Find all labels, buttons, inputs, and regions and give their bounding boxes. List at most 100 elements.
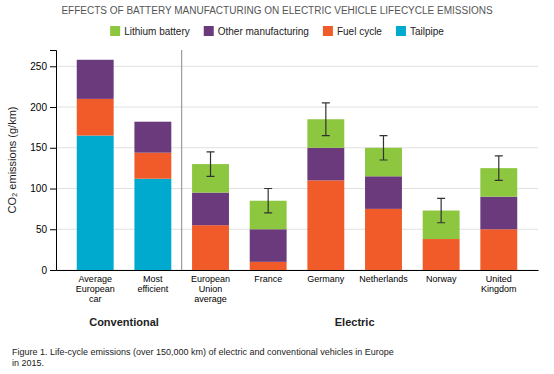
bar xyxy=(77,59,114,60)
error-bar xyxy=(379,136,387,160)
bar xyxy=(77,99,114,136)
x-tick: Netherlands xyxy=(359,270,408,284)
caption-line: Figure 1. Life-cycle emissions (over 150… xyxy=(12,347,394,357)
title: EFFECTS OF BATTERY MANUFACTURING ON ELEC… xyxy=(61,5,493,16)
y-tick-mark xyxy=(50,107,56,108)
y-tick-mark xyxy=(50,189,56,190)
y-tick-label: 100 xyxy=(30,183,47,194)
x-tick: AverageEuropeancar xyxy=(76,270,115,304)
bar xyxy=(365,176,402,209)
grid-line xyxy=(56,188,538,189)
bar xyxy=(192,225,229,270)
group-divider xyxy=(181,50,182,270)
bar xyxy=(134,179,171,270)
x-tick-label-line: Germany xyxy=(307,274,345,284)
x-tick: France xyxy=(254,270,282,284)
legend-item: Lithium battery xyxy=(110,26,190,37)
series xyxy=(77,99,517,270)
x-tick: Norway xyxy=(426,270,457,284)
grid-line xyxy=(56,66,538,67)
bar xyxy=(77,60,114,99)
grid-line xyxy=(56,270,538,271)
y-tick-label: 200 xyxy=(30,102,47,113)
bar xyxy=(250,262,287,270)
error-bars xyxy=(207,103,503,223)
caption-line: in 2015. xyxy=(12,358,44,368)
x-tick-label-line: Norway xyxy=(426,274,457,284)
x-tick-label: Mostefficient xyxy=(137,274,168,294)
bar xyxy=(192,193,229,226)
bar xyxy=(134,122,171,153)
bar xyxy=(77,136,114,270)
y-tick-label: 0 xyxy=(41,265,47,276)
y-tick: 0 xyxy=(41,265,56,276)
x-tick-label: Germany xyxy=(307,274,345,284)
x-tick: EuropeanUnionaverage xyxy=(191,270,230,304)
y-tick: 150 xyxy=(30,142,56,153)
y-tick: 250 xyxy=(30,61,56,72)
x-axis-line xyxy=(57,270,539,271)
y-axis-line xyxy=(50,51,57,271)
x-tick-label: AverageEuropeancar xyxy=(76,274,115,304)
legend-swatch xyxy=(110,26,120,36)
y-tick-mark xyxy=(50,229,56,230)
series xyxy=(77,136,172,270)
y-tick-mark xyxy=(50,66,56,67)
y-tick-mark xyxy=(50,270,56,271)
y-tick-mark xyxy=(50,148,56,149)
y-tick: 100 xyxy=(30,183,56,194)
x-tick-label: France xyxy=(254,274,282,284)
y-tick-label: 150 xyxy=(30,142,47,153)
x-tick-label-line: Average xyxy=(79,274,112,284)
legend-item: Other manufacturing xyxy=(204,26,309,37)
bar xyxy=(307,148,344,181)
x-axis: AverageEuropeancarMostefficientEuropeanU… xyxy=(57,270,539,304)
x-tick-label-line: Kingdom xyxy=(481,284,517,294)
legend-label: Lithium battery xyxy=(124,26,190,37)
legend-label: Other manufacturing xyxy=(218,26,309,37)
x-tick-label: EuropeanUnionaverage xyxy=(191,274,230,304)
bar xyxy=(134,121,171,122)
error-bar xyxy=(322,103,330,136)
legend: Lithium battery Other manufacturing Fuel c… xyxy=(110,26,444,37)
error-bar xyxy=(264,189,272,213)
group-label: Conventional xyxy=(89,316,159,328)
grid-line xyxy=(56,147,538,148)
legend-swatch xyxy=(323,26,333,36)
x-tick-label-line: average xyxy=(194,294,227,304)
x-tick-label-line: Netherlands xyxy=(359,274,408,284)
bar xyxy=(365,209,402,270)
x-tick-label: UnitedKingdom xyxy=(481,274,517,294)
error-bar xyxy=(207,152,215,176)
series xyxy=(77,60,517,262)
legend-label: Tailpipe xyxy=(410,26,444,37)
x-tick-label-line: France xyxy=(254,274,282,284)
x-tick-label-line: Union xyxy=(199,284,223,294)
y-tick-label: 50 xyxy=(36,224,48,235)
y-axis: 0 50 100 150 200 250 xyxy=(30,51,56,276)
legend-swatch xyxy=(396,26,406,36)
bar xyxy=(134,153,171,179)
x-tick-label-line: European xyxy=(76,284,115,294)
x-tick-label-line: car xyxy=(89,294,102,304)
caption: Figure 1. Life-cycle emissions (over 150… xyxy=(12,347,394,368)
bar xyxy=(480,229,517,270)
x-tick-label-line: Most xyxy=(143,274,163,284)
chart: EFFECTS OF BATTERY MANUFACTURING ON ELEC… xyxy=(0,0,554,374)
plot: 050100150200250CO₂ emissions (g/km)Avera… xyxy=(6,50,539,328)
grid xyxy=(56,66,538,270)
grid-line xyxy=(56,229,538,230)
x-tick-label: Norway xyxy=(426,274,457,284)
bar xyxy=(250,229,287,262)
legend-item: Fuel cycle xyxy=(323,26,382,37)
x-tick: Germany xyxy=(307,270,345,284)
x-tick: UnitedKingdom xyxy=(481,270,517,294)
bar xyxy=(307,180,344,270)
x-tick-label-line: United xyxy=(486,274,512,284)
legend-item: Tailpipe xyxy=(396,26,444,37)
bar xyxy=(480,197,517,230)
legend-label: Fuel cycle xyxy=(337,26,382,37)
x-tick-label: Netherlands xyxy=(359,274,408,284)
legend-swatch xyxy=(204,26,214,36)
marks xyxy=(77,60,517,270)
